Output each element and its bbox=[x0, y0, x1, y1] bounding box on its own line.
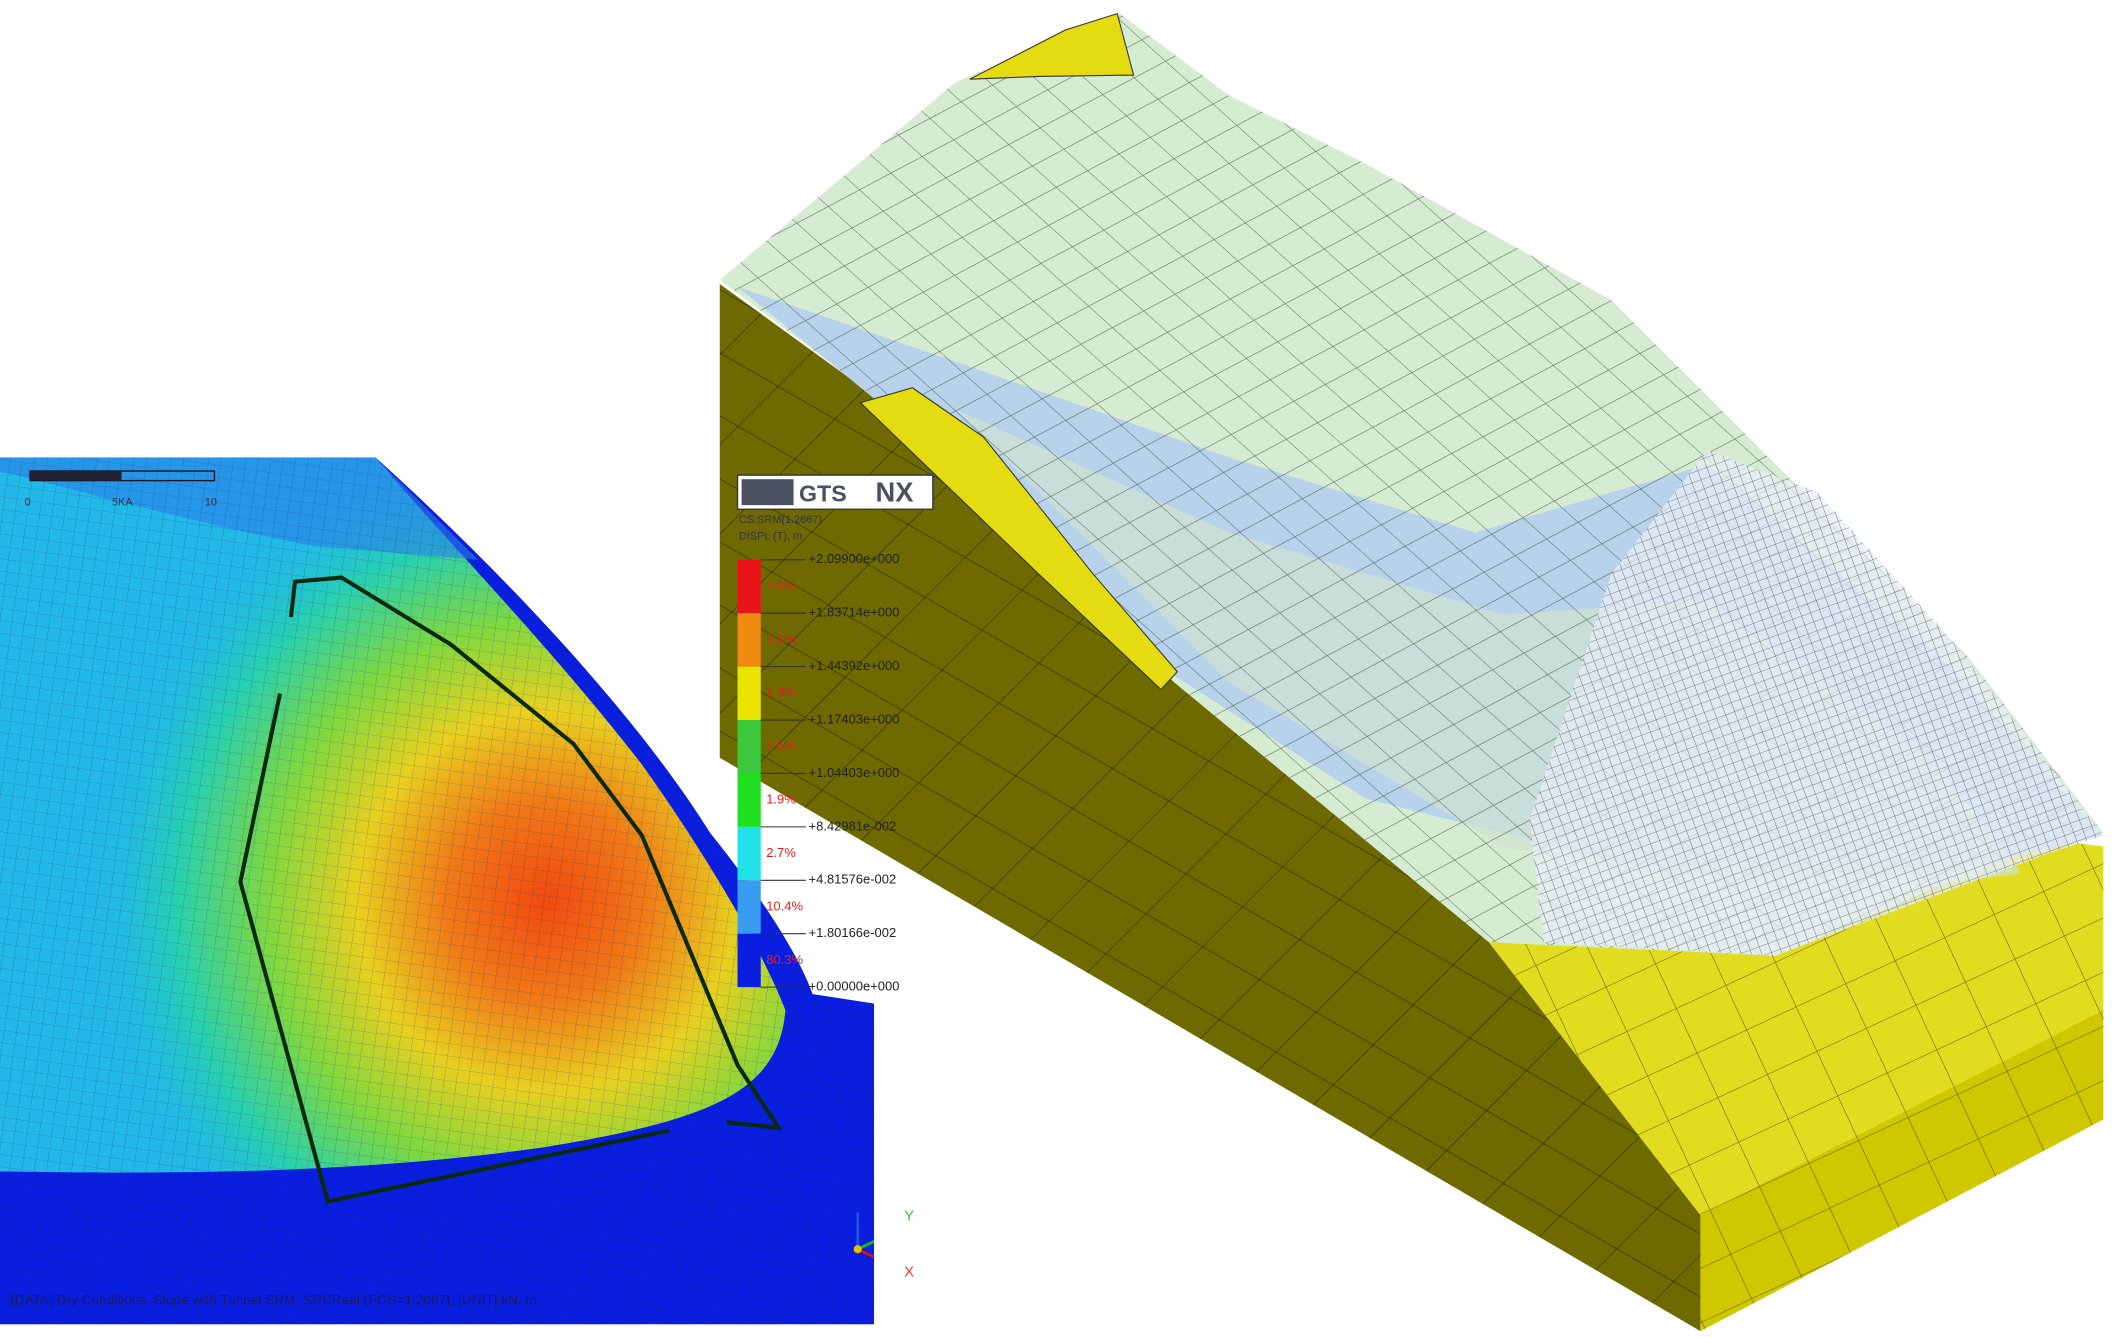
scale-label: 10 bbox=[205, 496, 217, 508]
legend-percent: 10.4% bbox=[766, 898, 803, 913]
scale-bar: 0 5KA 10 bbox=[25, 470, 217, 508]
legend-swatch bbox=[737, 720, 761, 774]
mesh-3d bbox=[719, 12, 2104, 1332]
scale-label: 5KA bbox=[112, 496, 133, 508]
legend-label: +1.80166e-002 bbox=[809, 925, 897, 940]
legend-percent: 1.3% bbox=[766, 685, 796, 700]
legend-swatch bbox=[737, 613, 761, 667]
side-mesh bbox=[719, 283, 1701, 1332]
logo-icon bbox=[741, 479, 794, 506]
axis-triad bbox=[853, 1212, 875, 1259]
failure-outline bbox=[238, 575, 783, 1204]
legend: GTS NX CS:SRM(1.2667) DISPL (T), m +2.0990… bbox=[736, 474, 934, 994]
legend-swatch bbox=[737, 559, 761, 614]
legend-percent: 80.3% bbox=[766, 952, 803, 967]
legend-label: +1.04403e+000 bbox=[809, 765, 900, 780]
legend-percent: 1.0% bbox=[766, 578, 796, 593]
legend-label: +1.44392e+000 bbox=[809, 658, 900, 673]
legend-label: +1.17403e+000 bbox=[809, 711, 900, 726]
legend-label: +4.81576e-002 bbox=[809, 872, 897, 887]
legend-swatch bbox=[737, 773, 761, 827]
legend-percent: 1.5% bbox=[766, 738, 796, 753]
box-front-mesh bbox=[1700, 1010, 2104, 1332]
legend-swatch bbox=[737, 666, 761, 721]
legend-percent: 1.9% bbox=[766, 792, 796, 807]
axis-label: Y bbox=[904, 1207, 914, 1224]
logo-text: GTS bbox=[799, 481, 847, 507]
box-top-mesh bbox=[1488, 839, 2104, 1216]
status-text: [DATA] Dry Conditions, Slope with Tunnel… bbox=[11, 1293, 537, 1308]
legend-percent: 1.1% bbox=[766, 631, 796, 646]
legend-swatch bbox=[737, 826, 761, 881]
yellow-cap bbox=[969, 12, 1135, 80]
legend-label: +1.83714e+000 bbox=[809, 605, 900, 620]
legend-label: +2.09900e+000 bbox=[809, 551, 900, 566]
yellow-strip bbox=[859, 387, 1179, 691]
axis-label: X bbox=[904, 1263, 914, 1280]
legend-header: CS:SRM(1.2667) bbox=[739, 514, 822, 526]
dense-mesh bbox=[1529, 450, 2104, 956]
legend-swatch bbox=[737, 933, 761, 988]
legend-label: +8.42981e-002 bbox=[809, 818, 897, 833]
legend-header: DISPL (T), m bbox=[739, 530, 802, 542]
logo-text: NX bbox=[875, 476, 913, 507]
legend-percent: 2.7% bbox=[766, 845, 796, 860]
legend-label: +0.00000e+000 bbox=[809, 979, 900, 994]
legend-swatch bbox=[737, 880, 761, 934]
scale-label: 0 bbox=[25, 496, 31, 508]
